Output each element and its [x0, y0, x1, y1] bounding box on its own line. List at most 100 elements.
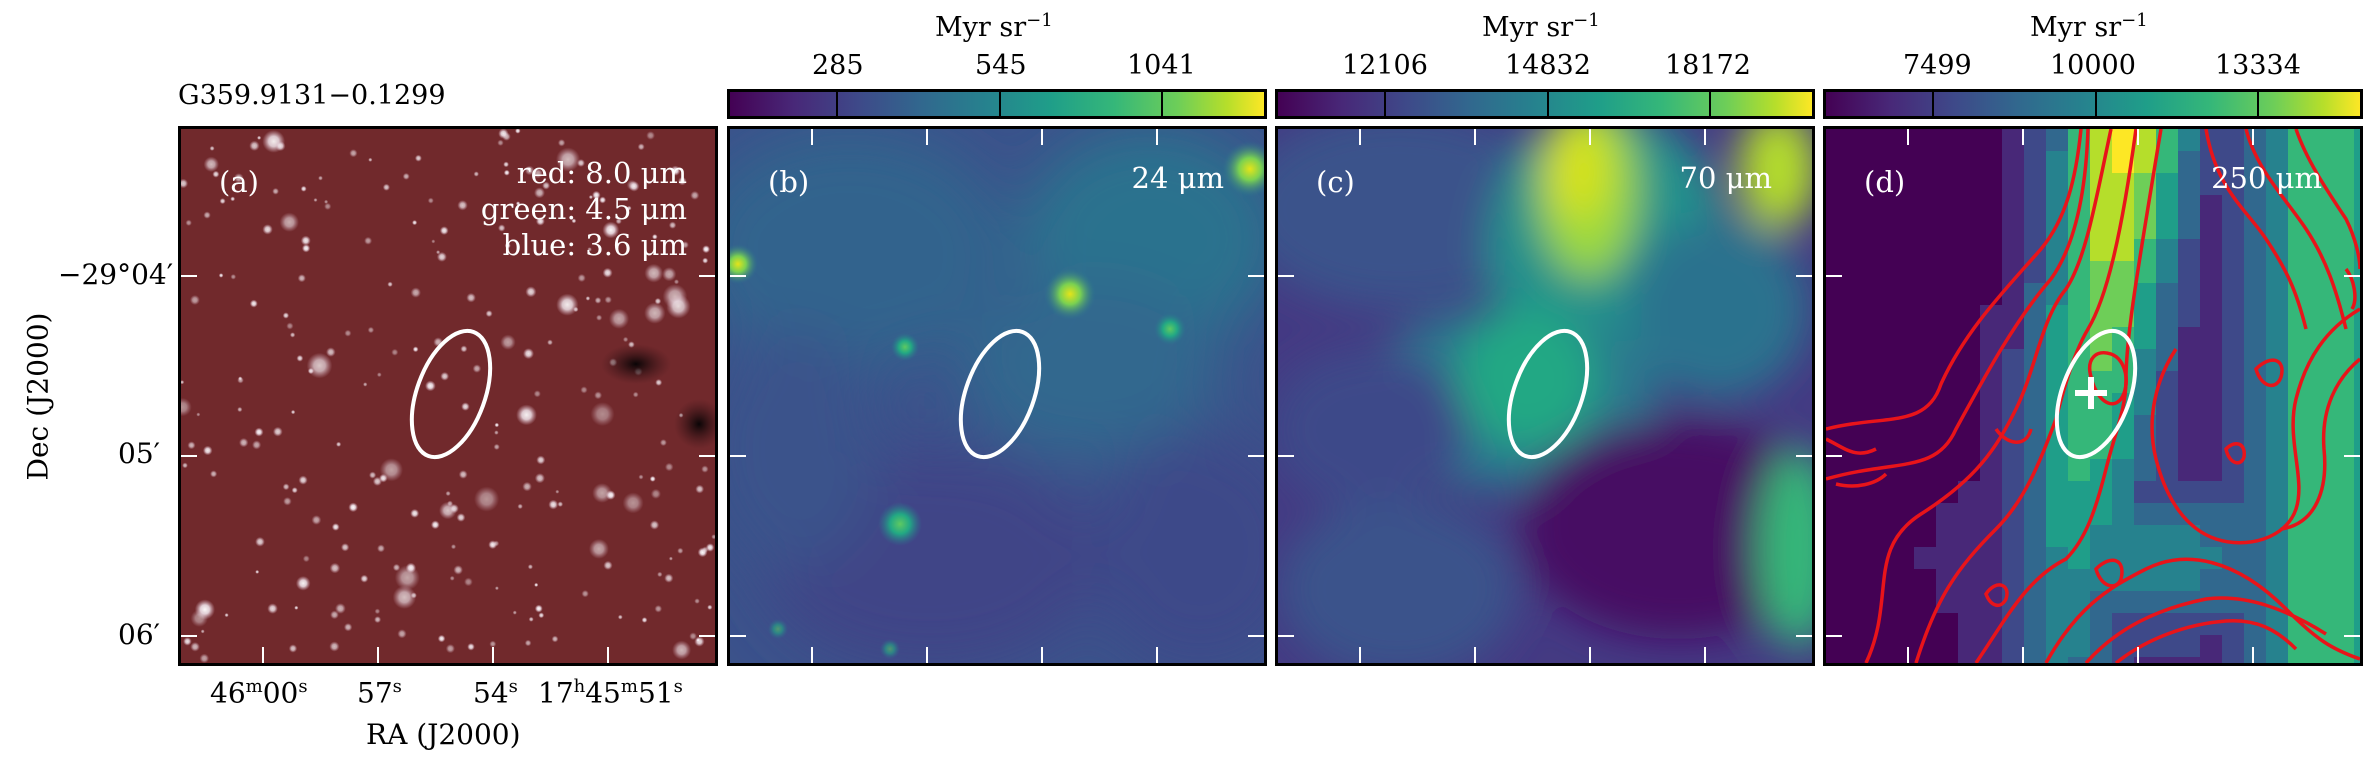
map-pixel: [1826, 239, 1848, 261]
star: [534, 582, 539, 587]
map-pixel: [2222, 635, 2244, 657]
map-pixel: [2134, 393, 2156, 415]
star: [500, 334, 516, 350]
map-pixel: [2354, 327, 2360, 349]
map-pixel: [2332, 437, 2354, 459]
ra-tick-1: 46m00s: [210, 676, 308, 710]
map-pixel: [2222, 195, 2244, 217]
map-pixel: [2310, 129, 2332, 151]
map-pixel: [1848, 613, 1870, 635]
ticks-white: [1278, 129, 1812, 663]
map-pixel: [1936, 195, 1958, 217]
map-pixel: [1826, 173, 1848, 195]
star: [512, 610, 517, 615]
map-pixel: [2200, 635, 2222, 657]
map-pixel: [1892, 481, 1914, 503]
star: [311, 515, 322, 525]
star: [367, 326, 375, 334]
star: [295, 576, 311, 591]
map-pixel: [2178, 151, 2200, 173]
map-pixel: [2002, 547, 2024, 569]
star: [382, 183, 390, 191]
map-pixel: [2310, 547, 2332, 569]
star: [649, 520, 660, 530]
star: [460, 345, 468, 353]
star: [410, 508, 420, 518]
map-pixel: [2068, 415, 2090, 437]
colorbar-d-title: Myr sr−1: [2030, 10, 2148, 43]
star: [219, 198, 226, 205]
star: [672, 640, 692, 660]
map-pixel: [2156, 503, 2178, 525]
map-pixel: [2222, 503, 2244, 525]
map-pixel: [2002, 393, 2024, 415]
star: [288, 644, 298, 653]
map-pixel: [1848, 217, 1870, 239]
map-pixel: [2354, 657, 2360, 663]
star: [599, 196, 607, 204]
map-pixel: [1892, 349, 1914, 371]
map-pixel: [2134, 305, 2156, 327]
map-pixel: [2046, 613, 2068, 635]
star: [190, 642, 200, 652]
map-pixel: [1826, 129, 1848, 151]
star: [364, 236, 373, 245]
map-pixel: [2002, 173, 2024, 195]
star: [534, 187, 545, 199]
map-pixel: [1826, 327, 1848, 349]
map-pixel: [2024, 261, 2046, 283]
map-pixel: [1958, 283, 1980, 305]
map-pixel: [2024, 393, 2046, 415]
map-pixel: [2332, 239, 2354, 261]
map-pixel: [2288, 173, 2310, 195]
star: [538, 612, 545, 619]
map-pixel: [1848, 239, 1870, 261]
map-pixel: [2332, 349, 2354, 371]
map-pixel: [2244, 129, 2266, 151]
map-pixel: [2222, 217, 2244, 239]
map-pixel: [1980, 503, 2002, 525]
map-pixel: [2288, 569, 2310, 591]
star: [535, 216, 545, 226]
map-pixel: [2178, 635, 2200, 657]
map-pixel: [2222, 283, 2244, 305]
map-pixel: [1958, 591, 1980, 613]
colorbar-b-tick-2: 545: [975, 50, 1027, 81]
map-pixel: [1826, 525, 1848, 547]
star: [230, 196, 236, 202]
map-pixel: [1826, 371, 1848, 393]
star: [368, 157, 373, 162]
star: [387, 281, 393, 287]
map-pixel: [1936, 217, 1958, 239]
map-pixel: [2200, 459, 2222, 481]
dec-tick-3: 06′: [118, 618, 160, 651]
star: [498, 129, 509, 139]
map-pixel: [1980, 217, 2002, 239]
map-pixel: [2354, 305, 2360, 327]
star: [689, 632, 697, 641]
map-pixel: [2046, 547, 2068, 569]
source-ellipse: [1506, 328, 1590, 460]
star: [588, 195, 593, 200]
star: [503, 169, 510, 176]
map-pixel: [2024, 437, 2046, 459]
map-pixel: [1892, 239, 1914, 261]
map-pixel: [1936, 459, 1958, 481]
map-pixel: [2156, 657, 2178, 663]
map-pixel: [2244, 393, 2266, 415]
map-pixel: [2134, 569, 2156, 591]
colorbar-d-tick-3: 13334: [2215, 50, 2301, 81]
star: [522, 481, 532, 492]
star: [664, 573, 674, 583]
map-pixel: [2178, 173, 2200, 195]
map-pixel: [2354, 283, 2360, 305]
map-pixel: [2134, 547, 2156, 569]
map-pixel: [2112, 525, 2134, 547]
map-pixel: [2002, 481, 2024, 503]
map-pixel: [2178, 349, 2200, 371]
star: [548, 499, 559, 510]
map-pixel: [1958, 371, 1980, 393]
map-pixel: [2200, 393, 2222, 415]
map-pixel: [1936, 239, 1958, 261]
map-pixel: [1936, 613, 1958, 635]
